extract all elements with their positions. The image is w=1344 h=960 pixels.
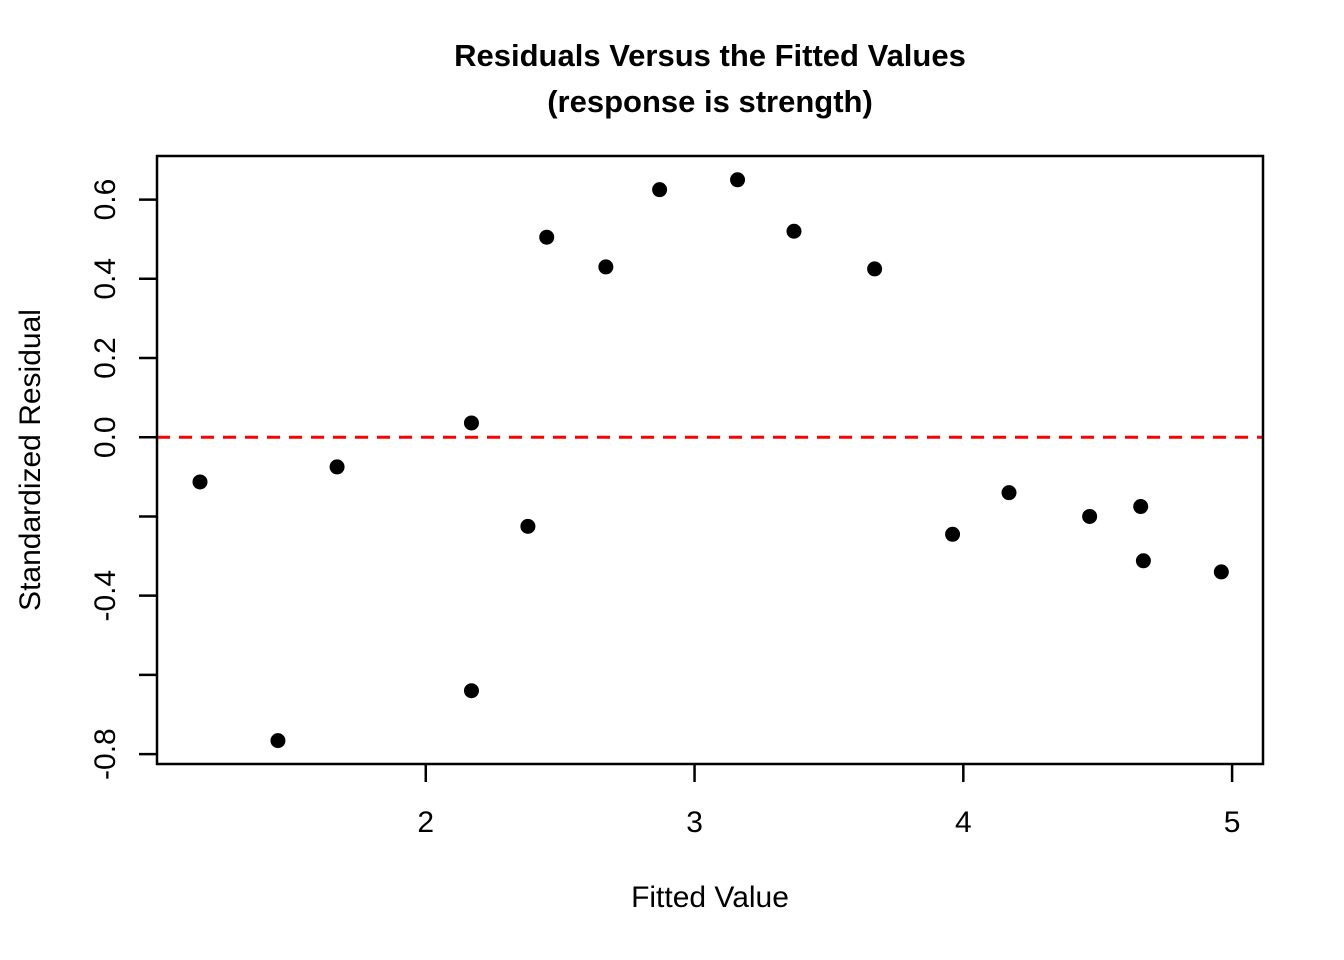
y-tick-label: 0.2 xyxy=(89,337,122,379)
data-point xyxy=(520,518,536,534)
y-axis-label: Standardized Residual xyxy=(14,309,47,611)
y-tick-label: -0.4 xyxy=(89,570,122,622)
data-point xyxy=(192,474,208,490)
y-tick-label: 0.6 xyxy=(89,179,122,221)
plot-border xyxy=(155,154,1265,766)
data-point xyxy=(270,733,286,749)
data-point xyxy=(463,415,479,431)
data-point xyxy=(945,526,961,542)
data-point xyxy=(539,229,555,245)
data-point xyxy=(867,261,883,277)
y-tick-label: 0.4 xyxy=(89,258,122,300)
chart-title-line1: Residuals Versus the Fitted Values xyxy=(454,38,966,73)
data-point xyxy=(1135,553,1151,569)
y-tick-label: -0.8 xyxy=(89,728,122,780)
data-point xyxy=(786,223,802,239)
chart-title-line2: (response is strength) xyxy=(547,84,873,119)
data-point xyxy=(329,459,345,475)
data-point xyxy=(1133,499,1149,515)
data-point xyxy=(652,182,668,198)
data-point xyxy=(1001,485,1017,501)
data-point xyxy=(598,259,614,275)
x-tick-label: 3 xyxy=(686,806,703,839)
data-point xyxy=(463,683,479,699)
data-point xyxy=(1082,508,1098,524)
data-point xyxy=(1213,564,1229,580)
chart-title: Residuals Versus the Fitted Values (resp… xyxy=(157,33,1263,125)
data-point xyxy=(730,172,746,188)
x-tick-label: 4 xyxy=(955,806,972,839)
x-tick-label: 2 xyxy=(417,806,434,839)
y-tick-label: 0.0 xyxy=(89,416,122,458)
x-axis-label: Fitted Value xyxy=(631,881,789,914)
x-tick-label: 5 xyxy=(1224,806,1241,839)
